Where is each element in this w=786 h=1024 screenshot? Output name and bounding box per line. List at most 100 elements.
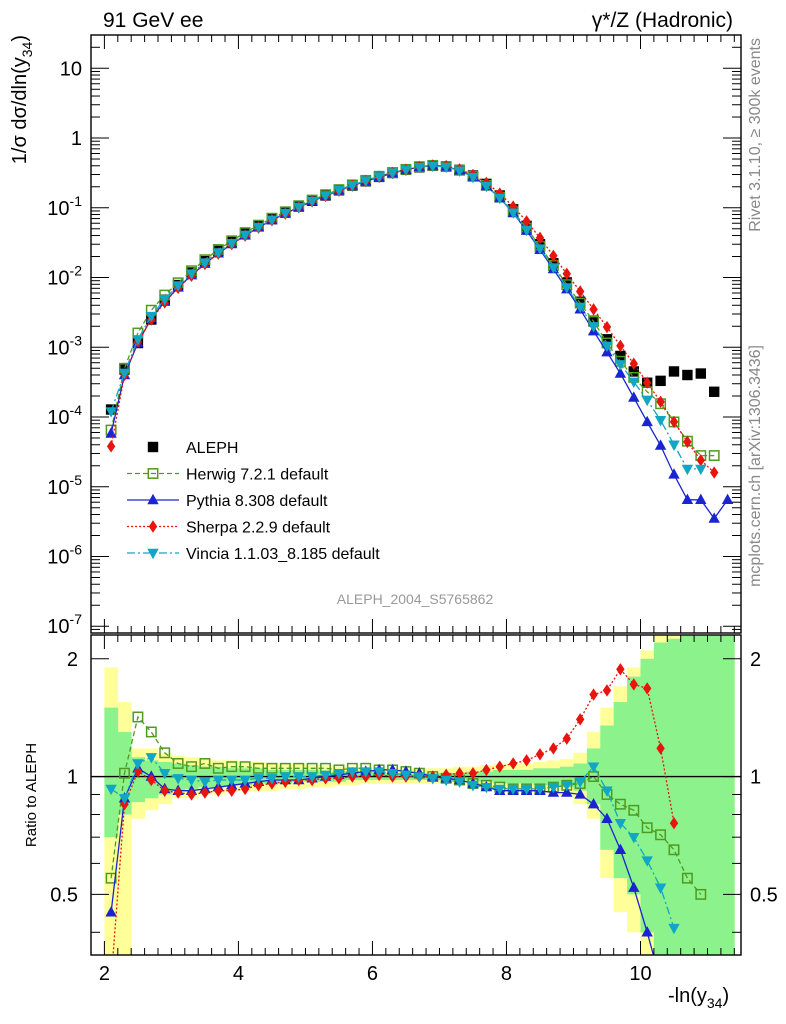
- ratio-line-sherpa-2-2-9-default: [112, 668, 675, 955]
- ratio-point-sherpa-2-2-9-default-10: [240, 782, 250, 796]
- y-tick-label-bottom-right: 2: [750, 649, 761, 671]
- main-point-vincia-1-1-03-8-185-default-35: [574, 302, 586, 314]
- ratio-point-vincia-1-1-03-8-185-default-21: [386, 769, 399, 780]
- main-point-vincia-1-1-03-8-185-default-22: [400, 165, 412, 176]
- ratio-point-vincia-1-1-03-8-185-default-36: [587, 762, 600, 773]
- ratio-series: [105, 663, 707, 955]
- main-point-pythia-8-308-default-43: [681, 493, 694, 504]
- y-tick-label-bottom-left: 0.5: [50, 884, 78, 906]
- band-inner-0: [104, 707, 119, 838]
- ratio-point-herwig-7-2-1-default-6: [186, 761, 197, 773]
- main-point-pythia-8-308-default-39: [628, 391, 640, 402]
- ratio-point-herwig-7-2-1-default-5: [172, 758, 184, 769]
- ratio-point-herwig-7-2-1-default-44: [695, 888, 707, 900]
- main-point-vincia-1-1-03-8-185-default-28: [480, 181, 493, 193]
- main-line-herwig-7-2-1-default: [110, 164, 715, 457]
- main-point-vincia-1-1-03-8-185-default-30: [507, 208, 519, 219]
- legend-entry-pythia-8-308-default: Pythia 8.308 default: [127, 493, 328, 510]
- main-point-vincia-1-1-03-8-185-default-4: [159, 294, 171, 306]
- ratio-point-vincia-1-1-03-8-185-default-1: [118, 794, 131, 805]
- analysis-watermark: ALEPH_2004_S5765862: [337, 591, 494, 607]
- main-point-vincia-1-1-03-8-185-default-39: [628, 377, 640, 388]
- ratio-point-herwig-7-2-1-default-11: [253, 762, 264, 774]
- ratio-point-herwig-7-2-1-default-0: [105, 872, 117, 884]
- ratio-point-pythia-8-308-default-38: [614, 843, 627, 854]
- ratio-point-vincia-1-1-03-8-185-default-3: [145, 753, 158, 764]
- ratio-point-vincia-1-1-03-8-185-default-33: [547, 782, 560, 794]
- ratio-point-vincia-1-1-03-8-185-default-6: [185, 775, 198, 787]
- legend-label: Herwig 7.2.1 default: [186, 467, 329, 484]
- ratio-point-vincia-1-1-03-8-185-default-26: [453, 777, 466, 788]
- ratio-point-vincia-1-1-03-8-185-default-0: [105, 784, 117, 796]
- x-axis-label: -ln(y34): [668, 985, 729, 1011]
- main-point-aleph-39: [628, 366, 639, 377]
- ratio-point-vincia-1-1-03-8-185-default-14: [293, 772, 305, 783]
- main-series-aleph: [105, 160, 720, 415]
- ratio-point-herwig-7-2-1-default-12: [266, 762, 278, 774]
- main-point-vincia-1-1-03-8-185-default-27: [467, 172, 479, 184]
- ratio-point-vincia-1-1-03-8-185-default-15: [306, 772, 318, 783]
- y-tick-label-bottom-right: 1: [750, 767, 761, 789]
- main-series-sherpa-2-2-9-default: [106, 159, 719, 479]
- main-point-sherpa-2-2-9-default-35: [575, 285, 585, 298]
- ratio-point-herwig-7-2-1-default-39: [628, 804, 640, 816]
- ratio-point-vincia-1-1-03-8-185-default-28: [480, 782, 493, 794]
- ratio-point-vincia-1-1-03-8-185-default-31: [520, 784, 533, 796]
- ratio-point-pythia-8-308-default-35: [574, 788, 586, 799]
- main-point-vincia-1-1-03-8-185-default-5: [172, 281, 184, 292]
- main-point-sherpa-2-2-9-default-34: [562, 267, 571, 281]
- main-point-sherpa-2-2-9-default-44: [696, 454, 705, 467]
- main-point-sherpa-2-2-9-default-38: [616, 339, 625, 352]
- main-line-vincia-1-1-03-8-185-default: [110, 165, 701, 470]
- ratio-series-vincia-1-1-03-8-185-default: [105, 753, 680, 935]
- band-inner-39: [627, 676, 641, 895]
- ratio-point-sherpa-2-2-9-default-42: [669, 817, 679, 830]
- legend-label: Sherpa 2.2.9 default: [186, 520, 331, 537]
- ratio-point-vincia-1-1-03-8-185-default-32: [534, 784, 546, 796]
- ratio-point-vincia-1-1-03-8-185-default-4: [159, 769, 171, 780]
- ratio-point-vincia-1-1-03-8-185-default-37: [601, 786, 613, 797]
- main-point-pythia-8-308-default-44: [695, 493, 707, 504]
- main-point-pythia-8-308-default-40: [641, 415, 653, 427]
- main-point-aleph-35: [574, 296, 586, 307]
- y-tick-label-top: 10-5: [47, 472, 82, 499]
- main-point-vincia-1-1-03-8-185-default-43: [681, 464, 694, 476]
- ratio-point-sherpa-2-2-9-default-34: [562, 732, 571, 745]
- ratio-point-herwig-7-2-1-default-41: [655, 829, 667, 841]
- ratio-point-vincia-1-1-03-8-185-default-24: [427, 774, 439, 785]
- legend-marker-herwig-7-2-1-default: [147, 468, 159, 479]
- main-panel-frame: [90, 34, 742, 634]
- main-point-sherpa-2-2-9-default-36: [589, 303, 598, 316]
- ratio-point-sherpa-2-2-9-default-27: [468, 767, 478, 780]
- main-point-sherpa-2-2-9-default-39: [629, 357, 638, 370]
- main-point-vincia-1-1-03-8-185-default-37: [601, 341, 613, 352]
- main-point-sherpa-2-2-9-default-33: [549, 249, 558, 262]
- y-tick-label-top: 10-2: [47, 263, 82, 290]
- mcplots-label: mcplots.cern.ch [arXiv:1306.3436]: [747, 345, 764, 587]
- legend-marker-pythia-8-308-default: [147, 493, 159, 505]
- ratio-point-sherpa-2-2-9-default-32: [535, 748, 545, 761]
- ratio-point-vincia-1-1-03-8-185-default-25: [440, 775, 452, 787]
- ratio-point-vincia-1-1-03-8-185-default-23: [413, 772, 426, 783]
- ratio-point-vincia-1-1-03-8-185-default-39: [628, 832, 640, 844]
- main-point-herwig-7-2-1-default-45: [708, 450, 720, 462]
- main-point-vincia-1-1-03-8-185-default-10: [239, 230, 251, 241]
- main-point-pythia-8-308-default-38: [614, 367, 627, 378]
- y-tick-label-bottom-left: 1: [67, 767, 78, 789]
- main-point-vincia-1-1-03-8-185-default-33: [547, 263, 560, 274]
- ratio-point-sherpa-2-2-9-default-9: [227, 784, 236, 797]
- axis-ticks: 2 4 6 8 10 10-7 10-6 10-5 10-4 10-3 10-2 10-1 1 10 0.5…: [47, 34, 778, 985]
- main-point-aleph-34: [561, 277, 572, 288]
- ratio-panel-frame: [90, 634, 742, 956]
- ratio-point-vincia-1-1-03-8-185-default-34: [561, 781, 573, 792]
- ratio-point-vincia-1-1-03-8-185-default-20: [373, 767, 385, 778]
- band-inner-42: [667, 638, 682, 955]
- main-point-vincia-1-1-03-8-185-default-42: [668, 440, 680, 451]
- main-point-vincia-1-1-03-8-185-default-29: [494, 193, 506, 205]
- main-point-vincia-1-1-03-8-185-default-11: [252, 222, 265, 234]
- ratio-point-herwig-7-2-1-default-10: [239, 761, 251, 773]
- y-tick-label-top: 10-4: [47, 402, 82, 429]
- main-series-vincia-1-1-03-8-185-default: [105, 161, 707, 476]
- ratio-point-vincia-1-1-03-8-185-default-29: [494, 784, 506, 796]
